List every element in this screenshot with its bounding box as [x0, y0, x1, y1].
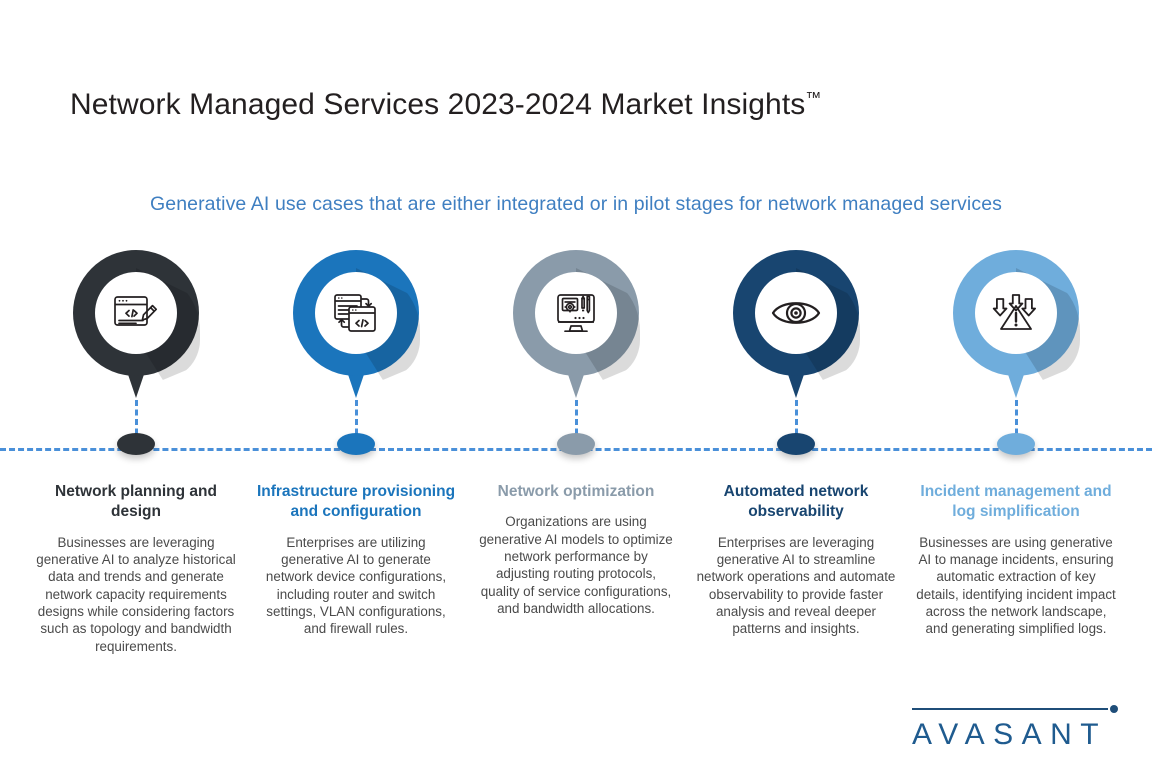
use-case-column-incident-management: Incident management and log simplificati…	[906, 250, 1126, 638]
column-body-3: Organizations are using generative AI mo…	[479, 514, 673, 616]
trademark-symbol: ™	[805, 90, 822, 107]
pin-stem-2	[354, 400, 358, 444]
column-body-4: Enterprises are leveraging generative AI…	[696, 534, 896, 637]
timeline-node-1	[117, 433, 155, 455]
logo-wordmark: AVASANT	[912, 718, 1108, 751]
dual-window-sync-code-icon	[315, 272, 397, 354]
map-pin-4	[733, 250, 860, 398]
timeline-node-5	[997, 433, 1035, 455]
monitor-gear-tools-icon	[535, 272, 617, 354]
logo-rule	[912, 708, 1108, 710]
use-case-column-automated-observability: Automated network observability Enterpri…	[686, 250, 906, 638]
use-case-columns: Network planning and design Businesses a…	[26, 250, 1126, 680]
eye-observability-icon	[755, 272, 837, 354]
subtitle: Generative AI use cases that are either …	[149, 193, 1002, 215]
column-body-5: Businesses are using generative AI to ma…	[916, 534, 1116, 637]
map-pin-1	[73, 250, 200, 398]
timeline-node-2	[337, 433, 375, 455]
column-heading-4: Automated network observability	[723, 483, 869, 521]
map-pin-5	[953, 250, 1080, 398]
column-heading-3: Network optimization	[497, 483, 655, 500]
alert-triangle-arrows-icon	[975, 272, 1057, 354]
column-heading-5: Incident management and log simplificati…	[920, 483, 1112, 521]
timeline-node-4	[777, 433, 815, 455]
pin-stem-1	[134, 400, 138, 444]
avasant-logo: AVASANT	[912, 700, 1124, 762]
pin-stem-3	[574, 400, 578, 444]
code-window-pencil-icon	[95, 272, 177, 354]
column-body-2: Enterprises are utilizing generative AI …	[265, 534, 447, 637]
page-title-text: Network Managed Services 2023-2024 Marke…	[70, 88, 806, 121]
logo-dot	[1110, 705, 1118, 713]
column-heading-1: Network planning and design	[55, 483, 217, 521]
use-case-column-network-planning: Network planning and design Businesses a…	[26, 250, 246, 655]
timeline-node-3	[557, 433, 595, 455]
column-body-1: Businesses are leveraging generative AI …	[36, 534, 236, 654]
use-case-column-network-optimization: Network optimization Organizations are u…	[466, 250, 686, 617]
use-case-column-infrastructure-provisioning: Infrastructure provisioning and configur…	[246, 250, 466, 638]
map-pin-3	[513, 250, 640, 398]
page-title: Network Managed Services 2023-2024 Marke…	[70, 88, 821, 122]
column-heading-2: Infrastructure provisioning and configur…	[256, 483, 456, 521]
map-pin-2	[293, 250, 420, 398]
pin-stem-4	[794, 400, 798, 444]
pin-stem-5	[1014, 400, 1018, 444]
